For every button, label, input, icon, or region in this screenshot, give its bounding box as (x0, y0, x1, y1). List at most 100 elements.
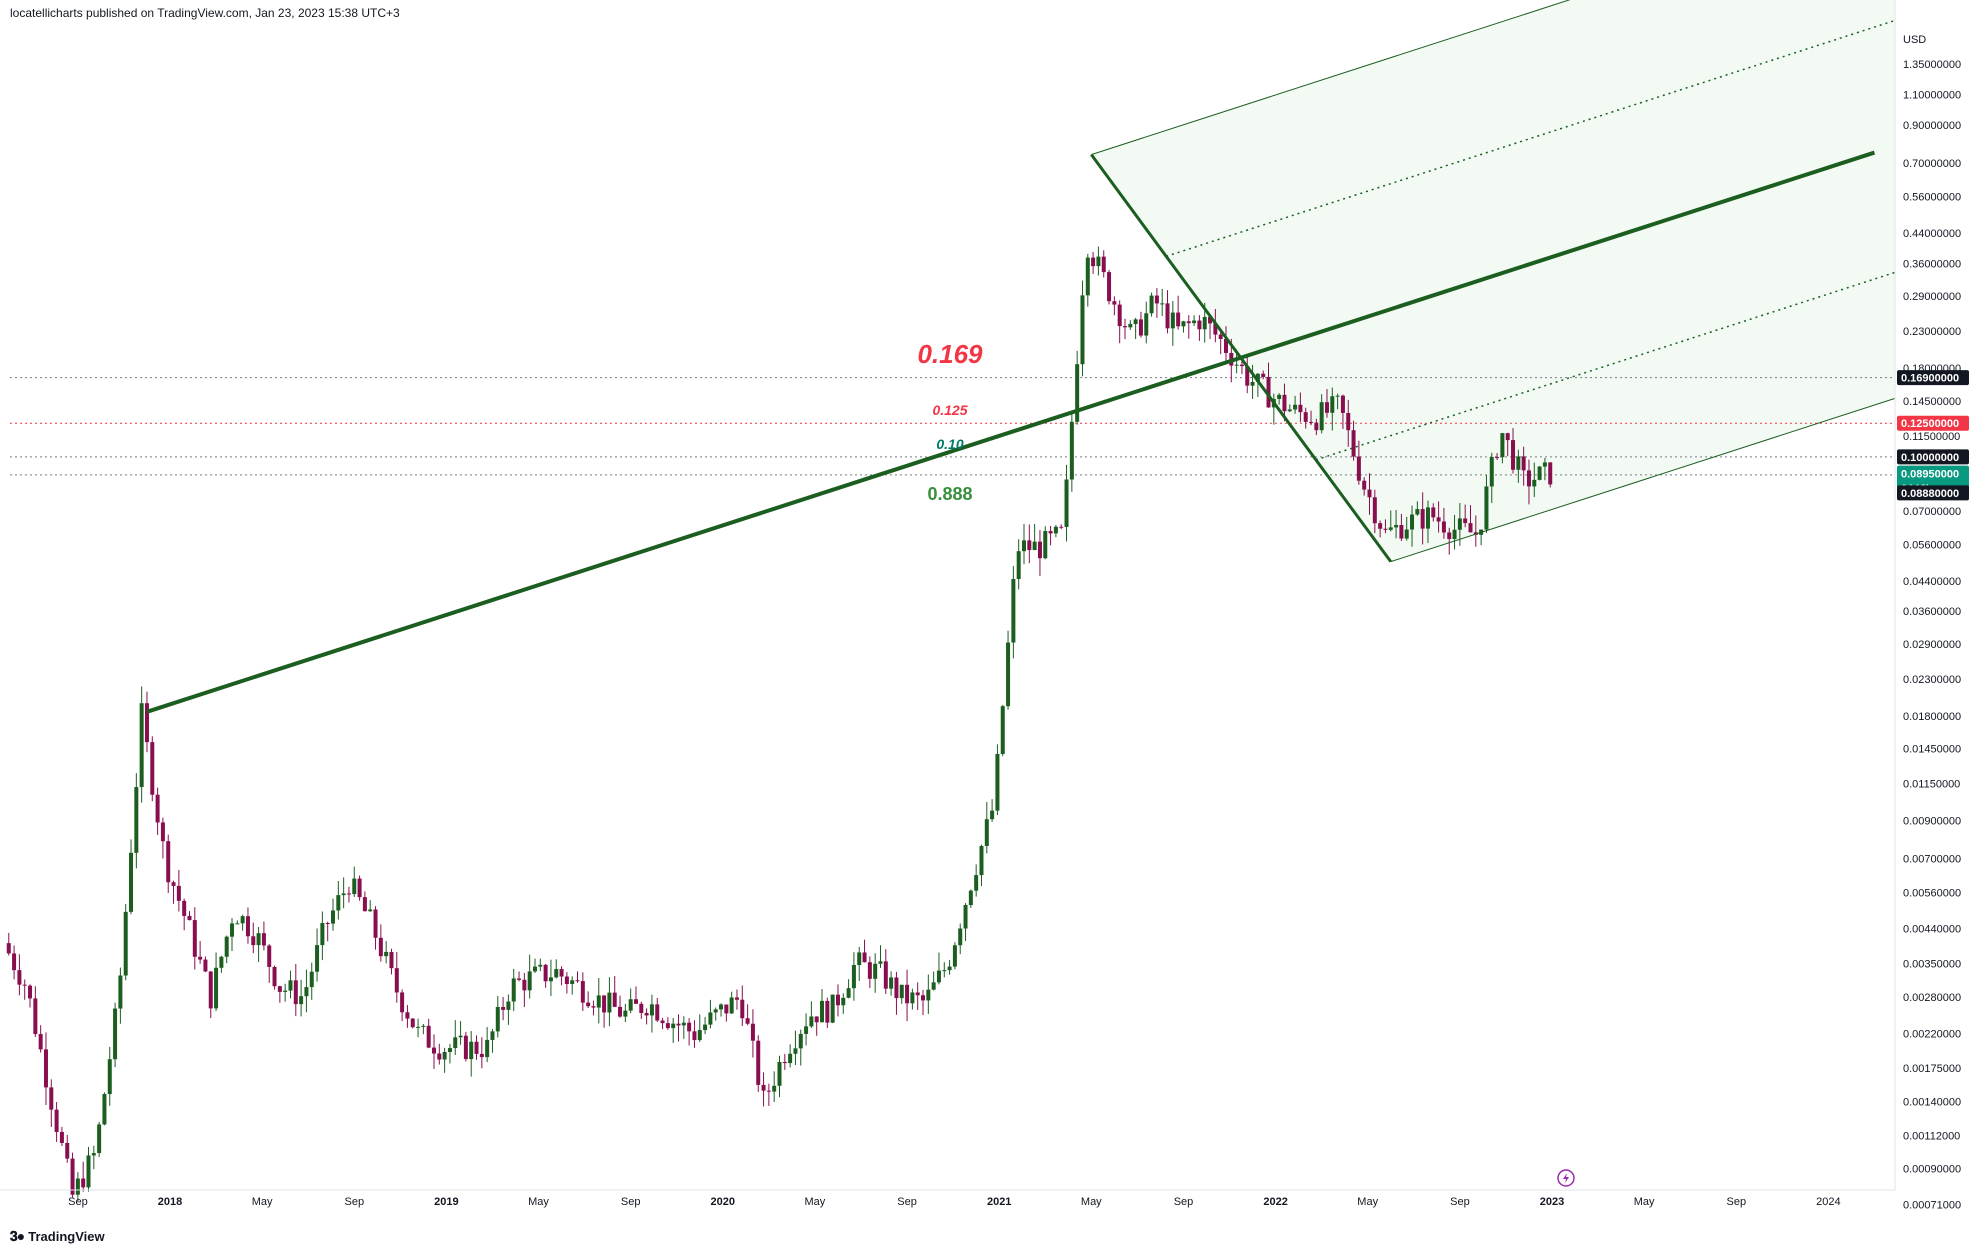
y-tick-label: 0.00440000 (1903, 924, 1961, 936)
candle-body (1186, 321, 1191, 324)
y-tick-label: 0.36000000 (1903, 258, 1961, 270)
candle-body (129, 852, 134, 912)
candle-body (288, 980, 293, 991)
candle-body (75, 1178, 80, 1195)
candle-body (1170, 312, 1175, 329)
candle-body (1154, 295, 1159, 304)
y-tick-label: 1.35000000 (1903, 59, 1961, 71)
candle-body (580, 981, 585, 1003)
price-tag: 0.16900000 (1901, 373, 1959, 385)
candle-body (681, 1022, 686, 1026)
candle-body (65, 1142, 70, 1159)
y-tick-label: 0.00280000 (1903, 992, 1961, 1004)
candle-body (1165, 303, 1170, 329)
y-tick-label: 0.00112000 (1903, 1130, 1960, 1142)
candle-body (1362, 480, 1367, 490)
x-tick-label: Sep (897, 1196, 917, 1208)
candle-body (1234, 364, 1239, 366)
y-tick-label: 0.23000000 (1903, 326, 1961, 338)
candle-body (176, 885, 181, 901)
candle-body (926, 989, 931, 1001)
x-tick-label: May (1357, 1196, 1378, 1208)
candle-body (485, 1039, 490, 1058)
candle-body (235, 923, 240, 925)
candle-body (1436, 517, 1441, 522)
publish-caption: locatellicharts published on TradingView… (10, 6, 400, 20)
x-tick-label: Sep (1450, 1196, 1470, 1208)
candle-body (1388, 527, 1393, 530)
candle-body (947, 966, 952, 971)
candle-body (1128, 324, 1133, 328)
candle-body (1489, 457, 1494, 487)
candle-body (102, 1094, 107, 1125)
candle-body (729, 997, 734, 1014)
candle-body (1383, 528, 1388, 530)
candle-body (1053, 526, 1058, 534)
candle-body (160, 822, 165, 842)
candle-body (469, 1041, 474, 1060)
candle-body (1346, 412, 1351, 431)
candle-body (1213, 323, 1218, 335)
candle-body (155, 794, 160, 823)
candle-body (596, 995, 601, 1008)
tradingview-logo-icon: 𝟑● (10, 1228, 25, 1244)
candle-body (809, 1016, 814, 1027)
candle-body (1447, 532, 1452, 540)
candle-body (665, 1023, 670, 1029)
candle-body (713, 1009, 718, 1013)
candle-body (820, 1000, 825, 1023)
major-trendline (146, 150, 1876, 714)
candle-body (416, 1026, 421, 1028)
candle-body (479, 1053, 484, 1058)
candle-body (1112, 301, 1117, 305)
candle-body (772, 1085, 777, 1092)
candle-body (798, 1033, 803, 1049)
candle-body (1330, 396, 1335, 413)
y-tick-label: 1.10000000 (1903, 90, 1961, 102)
candle-body (1091, 257, 1096, 267)
candle-body (1351, 430, 1356, 457)
y-tick-label: 0.07000000 (1903, 506, 1961, 518)
brand-label: TradingView (28, 1229, 105, 1244)
candle-body (633, 999, 638, 1004)
candle-body (846, 988, 851, 998)
candle-body (198, 956, 203, 960)
candle-body (1495, 457, 1500, 459)
candle-body (22, 984, 27, 986)
y-tick-label: 0.00090000 (1903, 1163, 1961, 1175)
candle-body (628, 999, 633, 1011)
candle-body (139, 703, 144, 788)
candle-body (841, 997, 846, 1006)
x-tick-label: 2019 (434, 1196, 458, 1208)
candle-body (394, 968, 399, 993)
x-tick-label: 2024 (1816, 1196, 1840, 1208)
candle-body (1537, 466, 1542, 480)
candle-body (426, 1025, 431, 1048)
pitchfork-handle (1090, 153, 1392, 563)
candle-body (166, 841, 171, 883)
candle-body (559, 969, 564, 977)
candle-body (442, 1052, 447, 1060)
pitchfork-upper-line (1091, 0, 1571, 156)
candle-body (671, 1023, 676, 1029)
candle-body (118, 975, 123, 1009)
candle-body (649, 1004, 654, 1016)
level-annotation: 0.888 (927, 484, 972, 504)
candle-body (697, 1030, 702, 1041)
y-tick-label: 0.00700000 (1903, 854, 1961, 866)
candle-body (272, 966, 277, 987)
candle-body (1080, 295, 1085, 365)
candle-body (1122, 326, 1127, 328)
candle-body (1032, 541, 1037, 551)
candle-body (1027, 540, 1032, 551)
candle-body (1415, 509, 1420, 515)
candle-body (745, 1018, 750, 1024)
candle-body (352, 878, 357, 895)
candle-body (1404, 529, 1409, 539)
candle-body (91, 1153, 96, 1156)
candle-body (719, 1004, 724, 1010)
y-tick-label: 0.44000000 (1903, 228, 1961, 240)
candle-body (1107, 272, 1112, 302)
x-tick-label: Sep (345, 1196, 365, 1208)
